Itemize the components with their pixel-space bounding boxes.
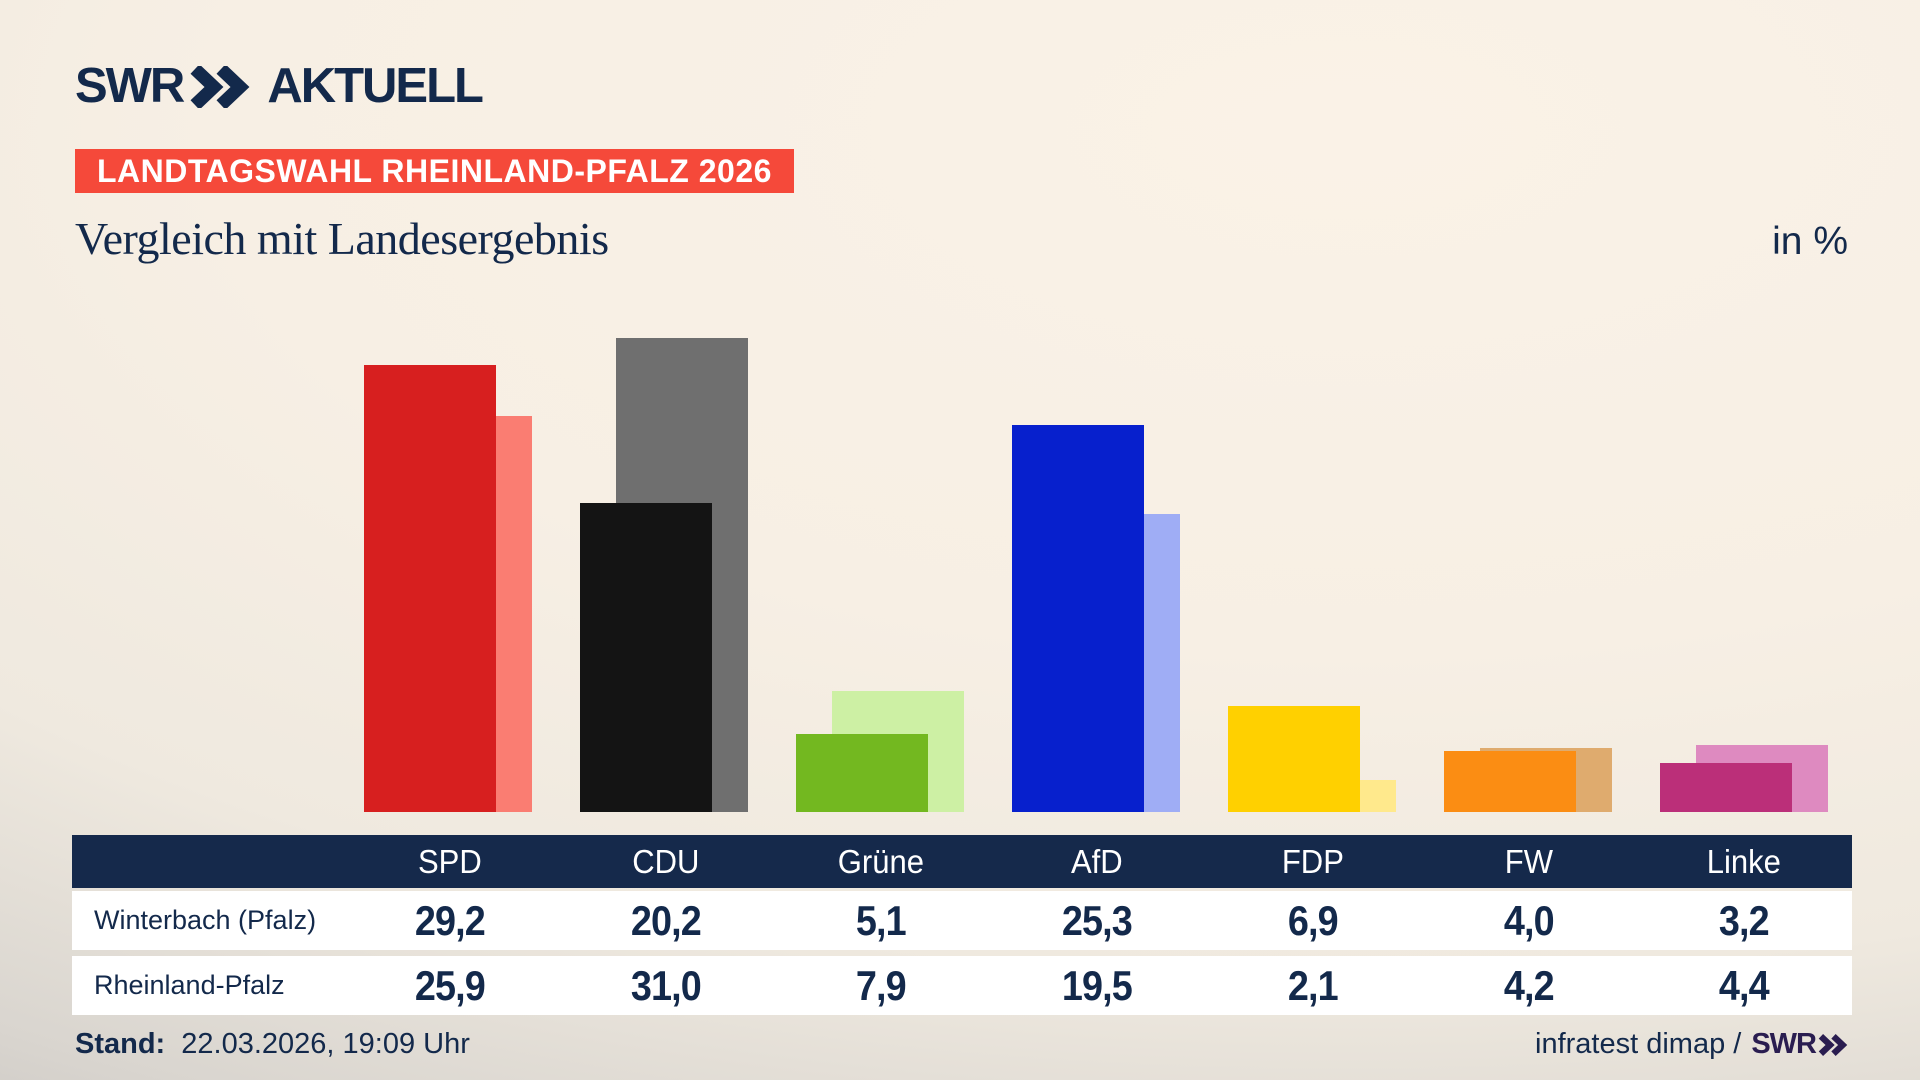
stand-value: 22.03.2026, 19:09 Uhr bbox=[181, 1028, 470, 1060]
value-afd-winterbach-pfalz-: 25,3 bbox=[1061, 896, 1133, 944]
bar-afd-winterbach-pfalz- bbox=[1012, 424, 1144, 812]
timestamp: Stand: 22.03.2026, 19:09 Uhr bbox=[75, 1028, 470, 1061]
value-afd-rheinland-pfalz: 19,5 bbox=[1061, 961, 1133, 1009]
bar-fdp-winterbach-pfalz- bbox=[1228, 706, 1360, 812]
value-fdp-rheinland-pfalz: 2,1 bbox=[1287, 961, 1339, 1009]
election-badge: LANDTAGSWAHL RHEINLAND-PFALZ 2026 bbox=[75, 149, 794, 193]
value-gruene-winterbach-pfalz-: 5,1 bbox=[856, 896, 907, 944]
bar-cdu-winterbach-pfalz- bbox=[580, 502, 712, 812]
value-linke-winterbach-pfalz-: 3,2 bbox=[1719, 896, 1770, 944]
value-gruene-rheinland-pfalz: 7,9 bbox=[856, 961, 907, 1009]
table-header-fw: FW bbox=[1504, 842, 1553, 880]
value-cdu-rheinland-pfalz: 31,0 bbox=[630, 961, 702, 1009]
stand-label: Stand: bbox=[75, 1028, 166, 1060]
swr-aktuell-logo: SWR AKTUELL bbox=[75, 59, 484, 113]
value-cdu-winterbach-pfalz-: 20,2 bbox=[630, 896, 702, 944]
value-linke-rheinland-pfalz: 4,4 bbox=[1719, 961, 1770, 1009]
value-fw-rheinland-pfalz: 4,2 bbox=[1503, 961, 1554, 1009]
table-row-rheinland-pfalz: Rheinland-Pfalz 25,9 31,0 7,9 19,5 2,1 4,2 4,4 bbox=[72, 956, 1852, 1015]
table-header-fdp: FDP bbox=[1281, 842, 1344, 880]
source-swr-text: SWR bbox=[1751, 1028, 1817, 1060]
page-title: Vergleich mit Landesergebnis bbox=[75, 213, 609, 264]
results-table: SPD CDU Grüne AfD FDP FW Linke Winterbach (Pfa… bbox=[72, 835, 1852, 1015]
source-text: infratest dimap / bbox=[1535, 1028, 1742, 1060]
source-swr-logo: SWR bbox=[1751, 1028, 1848, 1061]
swr-chevrons-small-icon bbox=[1818, 1033, 1848, 1056]
source-credit: infratest dimap / SWR bbox=[1535, 1028, 1848, 1061]
table-header-empty bbox=[80, 835, 334, 888]
value-fw-winterbach-pfalz-: 4,0 bbox=[1503, 896, 1554, 944]
table-header-spd: SPD bbox=[417, 842, 482, 880]
value-spd-rheinland-pfalz: 25,9 bbox=[414, 961, 486, 1009]
row-label-winterbach-pfalz-: Winterbach (Pfalz) bbox=[94, 905, 317, 935]
bar-fw-winterbach-pfalz- bbox=[1444, 750, 1576, 812]
table-header-linke: Linke bbox=[1707, 842, 1782, 880]
table-header-cdu: CDU bbox=[631, 842, 700, 880]
value-fdp-winterbach-pfalz-: 6,9 bbox=[1287, 896, 1339, 944]
bar-spd-winterbach-pfalz- bbox=[364, 365, 496, 812]
table-header-afd: AfD bbox=[1071, 842, 1123, 880]
bar-gruene-winterbach-pfalz- bbox=[796, 733, 928, 812]
table-row-winterbach: Winterbach (Pfalz) 29,2 20,2 5,1 25,3 6,9 4,0 3… bbox=[72, 891, 1852, 950]
value-spd-winterbach-pfalz-: 29,2 bbox=[414, 896, 486, 944]
bar-linke-winterbach-pfalz- bbox=[1660, 763, 1792, 812]
unit-label: in % bbox=[1772, 220, 1848, 263]
row-label-rheinland-pfalz: Rheinland-Pfalz bbox=[94, 970, 285, 1000]
logo-swr-text: SWR bbox=[75, 59, 185, 113]
logo-aktuell-text: AKTUELL bbox=[267, 59, 484, 113]
table-header-row: SPD CDU Grüne AfD FDP FW Linke bbox=[72, 835, 1852, 888]
table-header-gruene: Grüne bbox=[838, 842, 925, 880]
swr-chevrons-icon bbox=[190, 65, 250, 108]
